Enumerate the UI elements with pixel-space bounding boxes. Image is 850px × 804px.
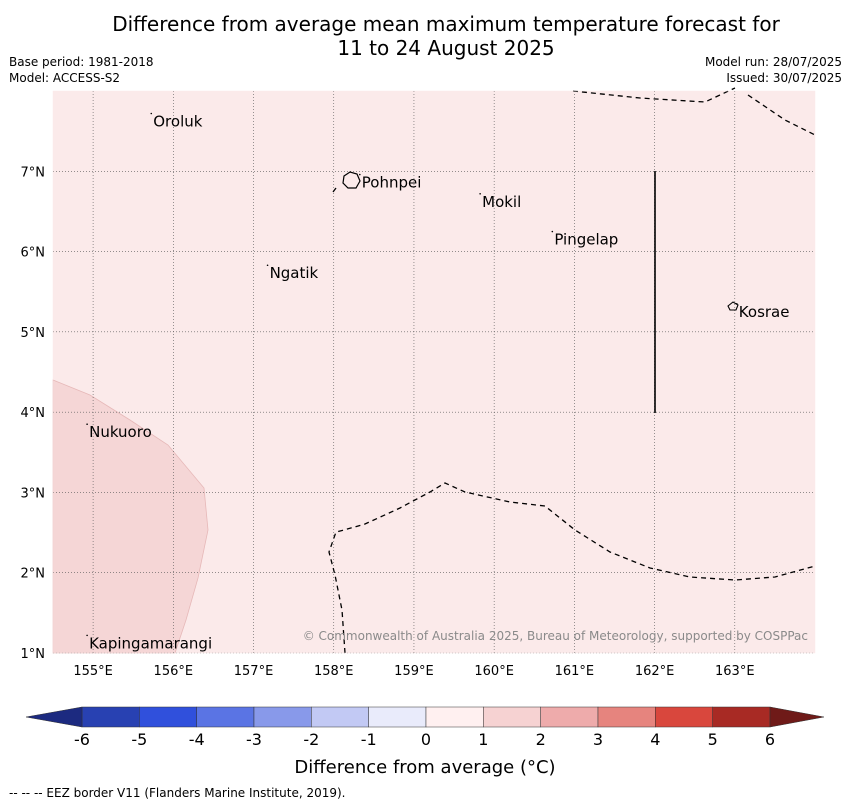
- colorbar-swatch: [540, 706, 599, 728]
- meta-left: Base period: 1981-2018 Model: ACCESS-S2: [9, 54, 154, 86]
- issued-date: Issued: 30/07/2025: [726, 71, 842, 85]
- colorbar-swatch: [425, 706, 484, 728]
- lat-tick-label: 7°N: [21, 165, 46, 180]
- map-frame: [52, 90, 816, 654]
- lon-tick-label: 162°E: [635, 664, 675, 679]
- lon-tick-label: 159°E: [394, 664, 434, 679]
- base-period: Base period: 1981-2018: [9, 55, 154, 69]
- colorbar-tick-label: -4: [189, 730, 205, 749]
- lat-tick-label: 2°N: [21, 567, 46, 582]
- lon-tick-label: 155°E: [73, 664, 113, 679]
- colorbar-swatch: [483, 706, 541, 728]
- colorbar-tick-label: -3: [246, 730, 262, 749]
- meta-right: Model run: 28/07/2025 Issued: 30/07/2025: [705, 54, 842, 86]
- place-label-kosrae: Kosrae: [739, 303, 790, 321]
- colorbar-tick-label: -5: [131, 730, 147, 749]
- title-line-2: 11 to 24 August 2025: [337, 36, 555, 60]
- place-label-nukuoro: Nukuoro: [89, 423, 152, 441]
- colorbar-swatch: [368, 706, 427, 728]
- colorbar-tick-label: 5: [708, 730, 718, 749]
- eez-border: [328, 482, 816, 654]
- colorbar-tick-label: 2: [536, 730, 546, 749]
- place-label-pingelap: Pingelap: [554, 231, 618, 249]
- colorbar-swatch: [139, 706, 197, 728]
- place-marker: [551, 230, 554, 233]
- eez-border: [332, 187, 337, 193]
- pohnpei-island: [342, 171, 361, 189]
- colorbar-swatch: [311, 706, 369, 728]
- eez-border: [572, 87, 736, 103]
- colorbar-tick-label: -1: [361, 730, 377, 749]
- place-marker: [479, 192, 481, 195]
- colorbar-swatch: [253, 706, 312, 728]
- lon-tick-label: 157°E: [234, 664, 274, 679]
- lat-tick-label: 4°N: [21, 406, 46, 421]
- lon-tick-label: 163°E: [715, 664, 755, 679]
- colorbar-swatch: [655, 706, 713, 728]
- colorbar-swatch: [81, 706, 140, 728]
- lat-tick-label: 5°N: [21, 326, 46, 341]
- place-marker: [86, 423, 88, 426]
- copyright-text: © Commonwealth of Australia 2025, Bureau…: [303, 629, 808, 643]
- colorbar-swatch: [712, 706, 771, 728]
- colorbar-tick-label: 6: [765, 730, 775, 749]
- place-label-oroluk: Oroluk: [153, 113, 202, 131]
- colorbar-swatch: [597, 706, 656, 728]
- kosrae-island: [727, 301, 739, 311]
- colorbar-tick-label: 4: [650, 730, 660, 749]
- colorbar-tick-label: 0: [421, 730, 431, 749]
- place-label-mokil: Mokil: [482, 193, 521, 211]
- eez-legend: -- -- -- EEZ border V11 (Flanders Marine…: [9, 786, 346, 800]
- colorbar-title: Difference from average (°C): [294, 757, 556, 778]
- title-line-1: Difference from average mean maximum tem…: [112, 12, 780, 36]
- colorbar-over-arrow: [769, 706, 825, 728]
- colorbar-tick-label: 3: [593, 730, 603, 749]
- lat-tick-label: 6°N: [21, 246, 46, 261]
- lat-tick-label: 3°N: [21, 486, 46, 501]
- colorbar-tick-label: -2: [303, 730, 319, 749]
- place-marker: [359, 173, 361, 176]
- eez-border: [747, 94, 816, 136]
- model-name: Model: ACCESS-S2: [9, 71, 121, 85]
- colorbar-swatch: [196, 706, 255, 728]
- place-label-ngatik: Ngatik: [270, 264, 319, 282]
- model-run: Model run: 28/07/2025: [704, 55, 842, 69]
- colorbar-tick-label: -6: [74, 730, 90, 749]
- colorbar-tick-label: 1: [478, 730, 488, 749]
- lon-tick-label: 161°E: [555, 664, 595, 679]
- place-label-pohnpei: Pohnpei: [362, 174, 422, 192]
- place-marker: [150, 112, 153, 115]
- lat-tick-label: 1°N: [21, 647, 46, 662]
- place-marker: [86, 634, 88, 637]
- place-marker: [736, 302, 738, 305]
- lon-tick-label: 156°E: [154, 664, 194, 679]
- colorbar-under-arrow: [25, 706, 83, 728]
- place-label-kapingamarangi: Kapingamarangi: [89, 634, 212, 652]
- lon-tick-label: 158°E: [314, 664, 354, 679]
- lon-tick-label: 160°E: [474, 664, 514, 679]
- map-title: Difference from average mean maximum tem…: [0, 12, 850, 60]
- place-marker: [266, 264, 269, 267]
